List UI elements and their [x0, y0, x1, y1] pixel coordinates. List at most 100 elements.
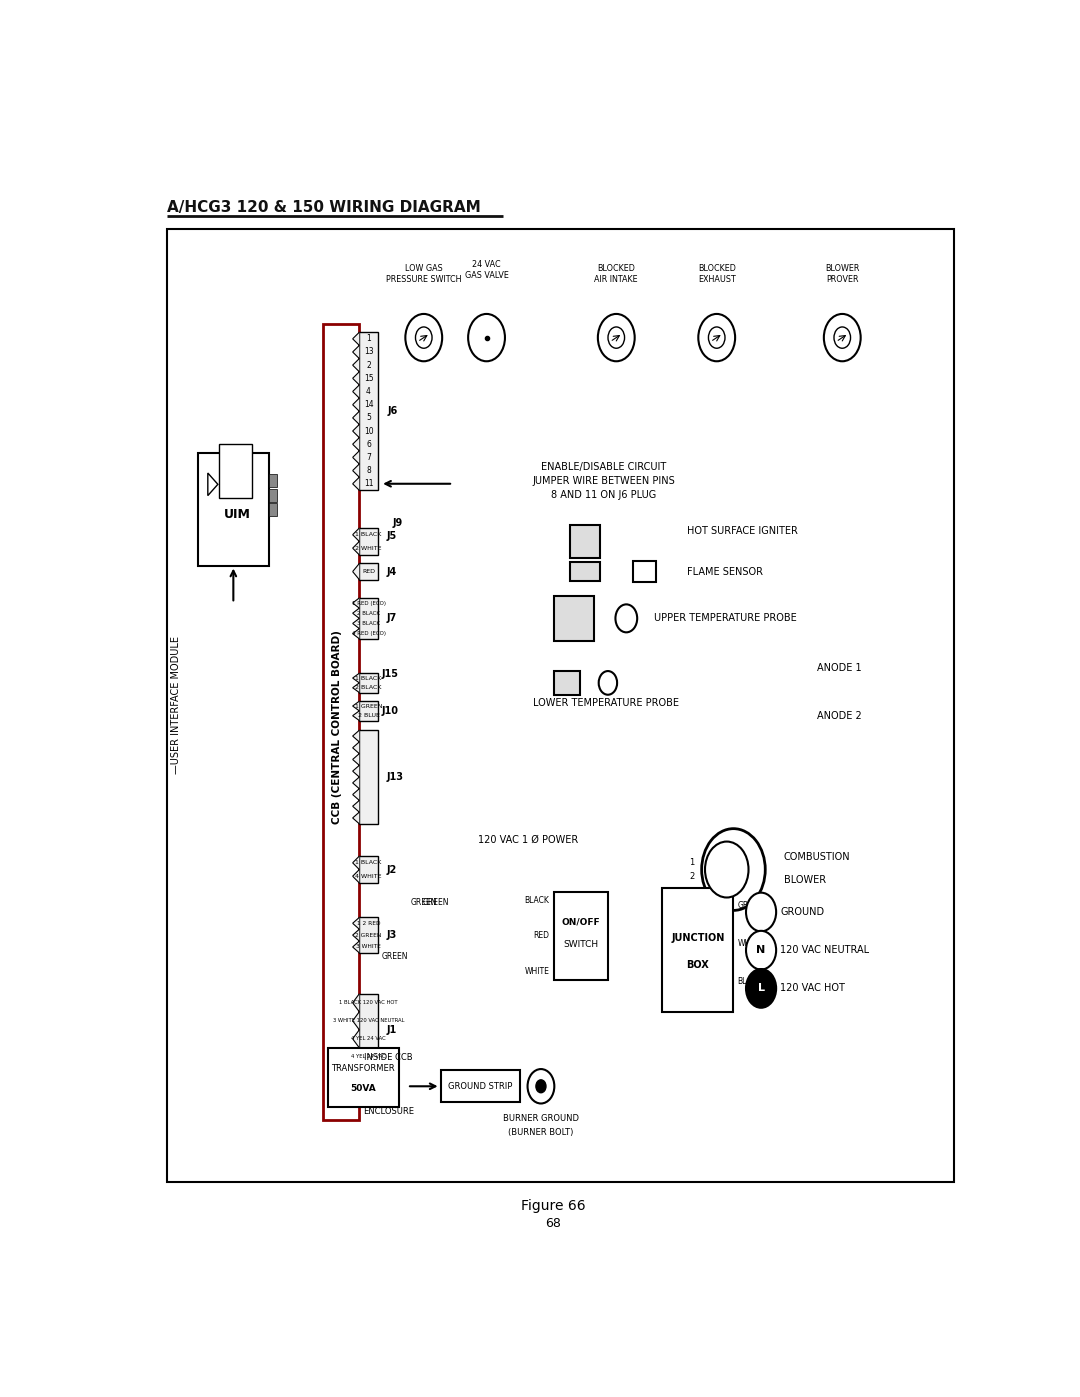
Polygon shape: [352, 701, 360, 711]
Circle shape: [598, 314, 635, 362]
Text: UIM: UIM: [224, 509, 251, 521]
Circle shape: [746, 930, 777, 970]
Polygon shape: [352, 619, 360, 629]
Text: 4 YEL 24 VAC: 4 YEL 24 VAC: [351, 1037, 386, 1041]
Polygon shape: [352, 345, 360, 359]
Bar: [323, 324, 360, 1119]
Text: J1: J1: [387, 1025, 396, 1035]
Text: 2 GREEN: 2 GREEN: [355, 933, 381, 937]
Polygon shape: [352, 856, 360, 869]
Bar: [269, 475, 278, 488]
Text: ON/OFF: ON/OFF: [562, 918, 600, 928]
Polygon shape: [352, 359, 360, 372]
Text: 3 WHITE: 3 WHITE: [356, 944, 381, 950]
Text: A/HCG3 120 & 150 WIRING DIAGRAM: A/HCG3 120 & 150 WIRING DIAGRAM: [166, 200, 481, 215]
Text: 1: 1: [689, 858, 694, 868]
Text: UPPER TEMPERATURE PROBE: UPPER TEMPERATURE PROBE: [653, 613, 797, 623]
Bar: [360, 731, 378, 824]
Text: GREEN: GREEN: [738, 901, 765, 909]
Text: 6: 6: [366, 440, 370, 448]
Text: 10: 10: [364, 426, 374, 436]
Text: BLACK: BLACK: [525, 895, 550, 905]
Text: TRANSFORMER: TRANSFORMER: [332, 1063, 395, 1073]
Polygon shape: [352, 993, 360, 1011]
Polygon shape: [352, 598, 360, 608]
Text: BLOWER
PROVER: BLOWER PROVER: [825, 264, 860, 284]
Text: COMBUSTION: COMBUSTION: [784, 852, 850, 862]
Bar: [198, 453, 269, 566]
Polygon shape: [352, 766, 360, 777]
Text: BOX: BOX: [687, 960, 710, 970]
Text: J4: J4: [387, 567, 396, 577]
Text: RED: RED: [534, 932, 550, 940]
Bar: [360, 993, 378, 1066]
Text: ENCLOSURE: ENCLOSURE: [363, 1106, 414, 1116]
Bar: [360, 332, 378, 490]
Text: WHITE: WHITE: [525, 967, 550, 975]
Text: (BURNER BOLT): (BURNER BOLT): [509, 1127, 573, 1137]
Text: J9: J9: [393, 518, 403, 528]
Polygon shape: [352, 372, 360, 386]
Polygon shape: [352, 398, 360, 411]
Text: FLAME SENSOR: FLAME SENSOR: [688, 567, 764, 577]
Polygon shape: [352, 731, 360, 742]
Polygon shape: [352, 777, 360, 789]
Text: BLOCKED
AIR INTAKE: BLOCKED AIR INTAKE: [594, 264, 638, 284]
Text: 1 BLACK: 1 BLACK: [355, 676, 381, 680]
Polygon shape: [352, 563, 360, 580]
Text: 5: 5: [366, 414, 370, 422]
Text: 2 BLACK: 2 BLACK: [357, 610, 380, 616]
Text: J3: J3: [387, 930, 396, 940]
Bar: [554, 671, 580, 694]
Text: BLOWER: BLOWER: [784, 876, 826, 886]
Text: N: N: [756, 946, 766, 956]
Text: 1 BLACK: 1 BLACK: [355, 861, 381, 865]
Text: 120 VAC HOT: 120 VAC HOT: [781, 983, 846, 993]
Text: 50VA: 50VA: [350, 1084, 376, 1094]
Circle shape: [702, 828, 766, 911]
Polygon shape: [352, 711, 360, 721]
Text: 14: 14: [364, 400, 374, 409]
Polygon shape: [352, 386, 360, 398]
Bar: [360, 673, 378, 693]
Polygon shape: [352, 608, 360, 619]
Polygon shape: [352, 478, 360, 490]
Text: 120 VAC 1 Ø POWER: 120 VAC 1 Ø POWER: [478, 835, 579, 845]
Circle shape: [405, 314, 442, 362]
Bar: [570, 525, 599, 559]
Text: LOWER TEMPERATURE PROBE: LOWER TEMPERATURE PROBE: [532, 698, 678, 708]
Text: INSIDE CCB: INSIDE CCB: [364, 1053, 413, 1062]
Text: J15: J15: [382, 669, 399, 679]
Bar: [360, 918, 378, 953]
Text: 68: 68: [545, 1217, 562, 1231]
Bar: [554, 891, 608, 979]
Text: GREEN: GREEN: [423, 898, 449, 907]
Polygon shape: [352, 673, 360, 683]
Text: 24 VAC
GAS VALVE: 24 VAC GAS VALVE: [464, 260, 509, 279]
Circle shape: [746, 893, 777, 932]
Circle shape: [746, 970, 777, 1007]
Polygon shape: [352, 629, 360, 638]
Text: 8: 8: [366, 467, 370, 475]
Text: 8 AND 11 ON J6 PLUG: 8 AND 11 ON J6 PLUG: [551, 489, 657, 500]
Text: JUMPER WIRE BETWEEN PINS: JUMPER WIRE BETWEEN PINS: [532, 475, 675, 486]
Text: 4: 4: [366, 387, 370, 395]
Text: 2 BLUE: 2 BLUE: [357, 714, 379, 718]
Polygon shape: [352, 425, 360, 437]
Text: BURNER GROUND: BURNER GROUND: [503, 1113, 579, 1123]
Bar: [570, 562, 599, 581]
Text: ANODE 2: ANODE 2: [818, 711, 862, 721]
Polygon shape: [352, 528, 360, 542]
Text: GROUND: GROUND: [781, 907, 824, 916]
Text: GREEN: GREEN: [381, 953, 408, 961]
Bar: [662, 888, 733, 1011]
Polygon shape: [352, 411, 360, 425]
Bar: [218, 444, 253, 497]
Circle shape: [536, 1080, 546, 1092]
Bar: [441, 1070, 521, 1102]
Polygon shape: [352, 789, 360, 800]
Bar: [269, 503, 278, 515]
Text: 120 VAC NEUTRAL: 120 VAC NEUTRAL: [781, 946, 869, 956]
Bar: [633, 560, 657, 583]
Polygon shape: [352, 753, 360, 766]
